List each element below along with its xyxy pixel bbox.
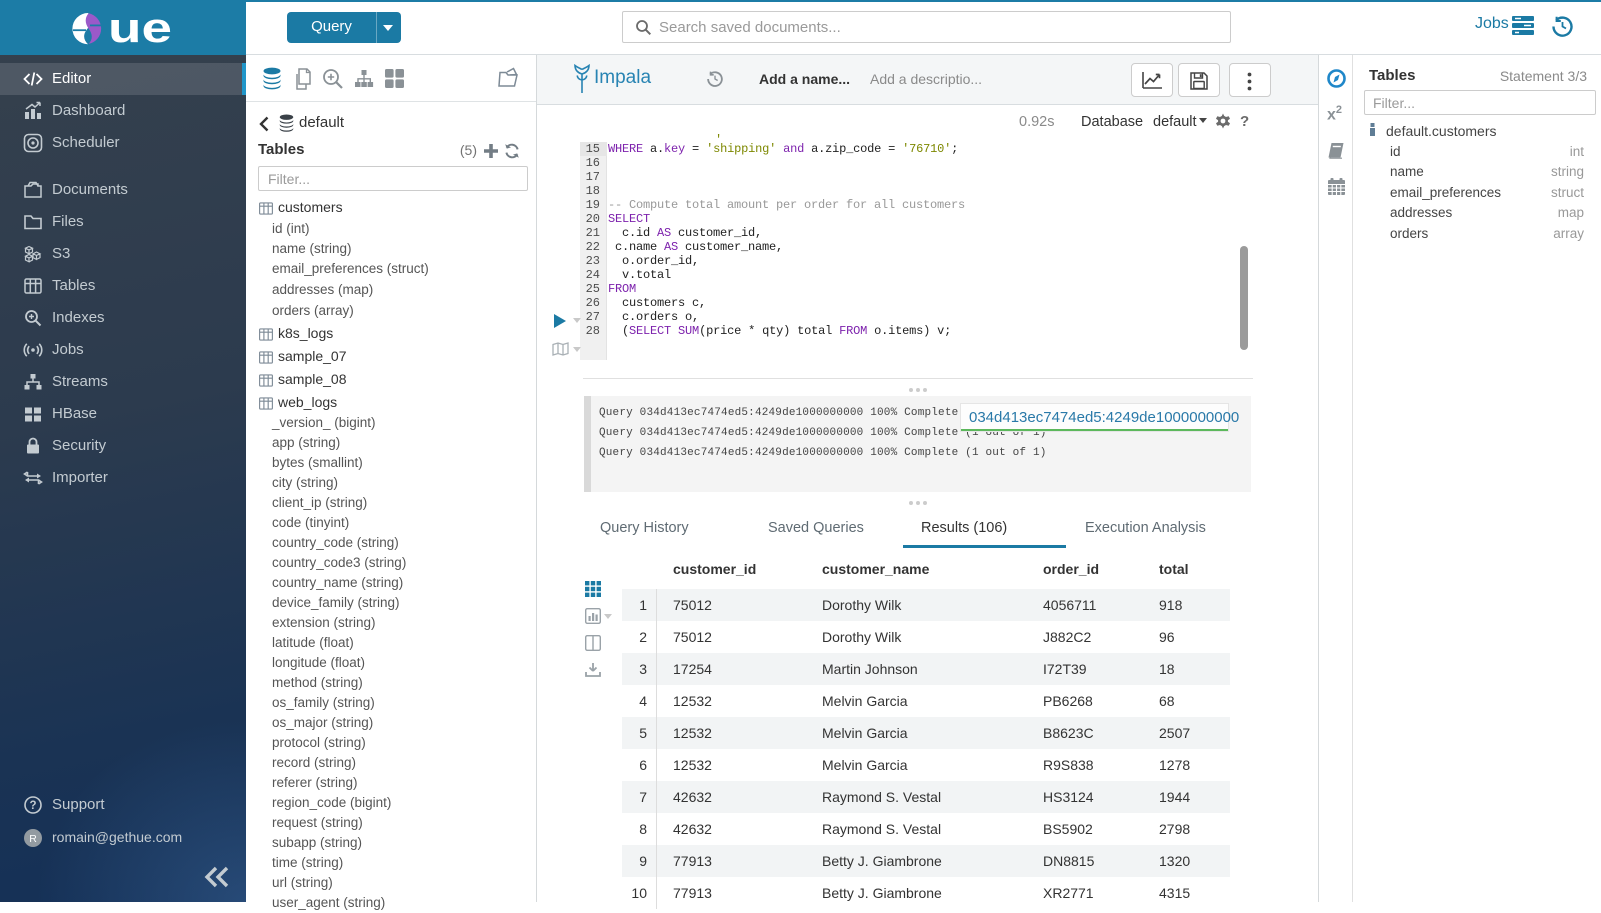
svg-text:?: ? [29,800,36,812]
svg-text:ue: ue [108,9,172,49]
svg-text:R: R [29,833,37,845]
